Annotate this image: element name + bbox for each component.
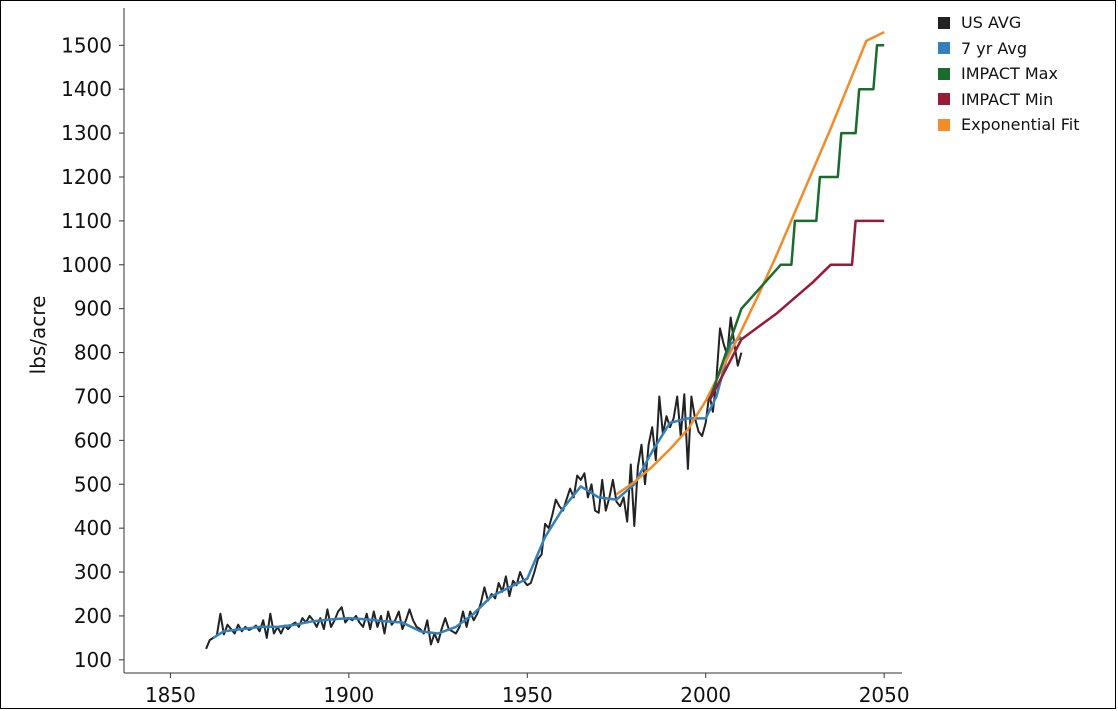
legend: US AVG 7 yr Avg IMPACT Max IMPACT Min Expone…: [938, 10, 1079, 138]
x-tick-label: 2050: [859, 683, 910, 707]
y-tick-label: 700: [74, 384, 112, 408]
legend-swatch: [938, 118, 950, 131]
x-tick-label: 2000: [680, 683, 731, 707]
y-tick-label: 1200: [61, 165, 112, 189]
x-tick-label: 1850: [145, 683, 196, 707]
legend-item-7-yr-avg: 7 yr Avg: [938, 36, 1079, 62]
legend-item-impact-max: IMPACT Max: [938, 61, 1079, 87]
y-tick-label: 500: [74, 472, 112, 496]
series-layer: [205, 30, 885, 650]
series-line-exponential-fit: [615, 30, 885, 496]
legend-label: US AVG: [961, 13, 1022, 33]
legend-label: 7 yr Avg: [961, 38, 1028, 58]
legend-swatch: [938, 42, 950, 55]
legend-swatch: [938, 93, 950, 106]
legend-item-us-avg: US AVG: [938, 10, 1079, 36]
series-line-7-yr-avg: [212, 336, 743, 639]
legend-label: IMPACT Min: [961, 89, 1054, 109]
legend-label: IMPACT Max: [961, 64, 1058, 84]
y-tick-label: 800: [74, 341, 112, 365]
series-line-impact-min: [708, 219, 885, 402]
x-tick-label: 1900: [323, 683, 374, 707]
y-tick-label: 900: [74, 297, 112, 321]
y-tick-label: 200: [74, 604, 112, 628]
legend-label: Exponential Fit: [961, 115, 1080, 135]
x-tick-label: 1950: [502, 683, 553, 707]
legend-swatch: [938, 16, 950, 29]
y-tick-label: 600: [74, 428, 112, 452]
legend-item-exponential-fit: Exponential Fit: [938, 112, 1079, 138]
series-line-impact-max: [708, 44, 885, 402]
y-axis-label: lbs/acre: [26, 296, 50, 375]
legend-item-impact-min: IMPACT Min: [938, 87, 1079, 113]
y-tick-label: 300: [74, 560, 112, 584]
y-tick-label: 100: [74, 648, 112, 672]
y-tick-label: 1100: [61, 209, 112, 233]
y-tick-label: 1400: [61, 77, 112, 101]
y-tick-label: 1500: [61, 33, 112, 57]
legend-swatch: [938, 67, 950, 80]
y-tick-label: 400: [74, 516, 112, 540]
series-line-us-avg: [205, 316, 743, 650]
y-tick-label: 1300: [61, 121, 112, 145]
y-tick-label: 1000: [61, 253, 112, 277]
axes: 100 200 300 400 500 600 700 800 900 1000 1100 1200 1…: [61, 8, 910, 707]
